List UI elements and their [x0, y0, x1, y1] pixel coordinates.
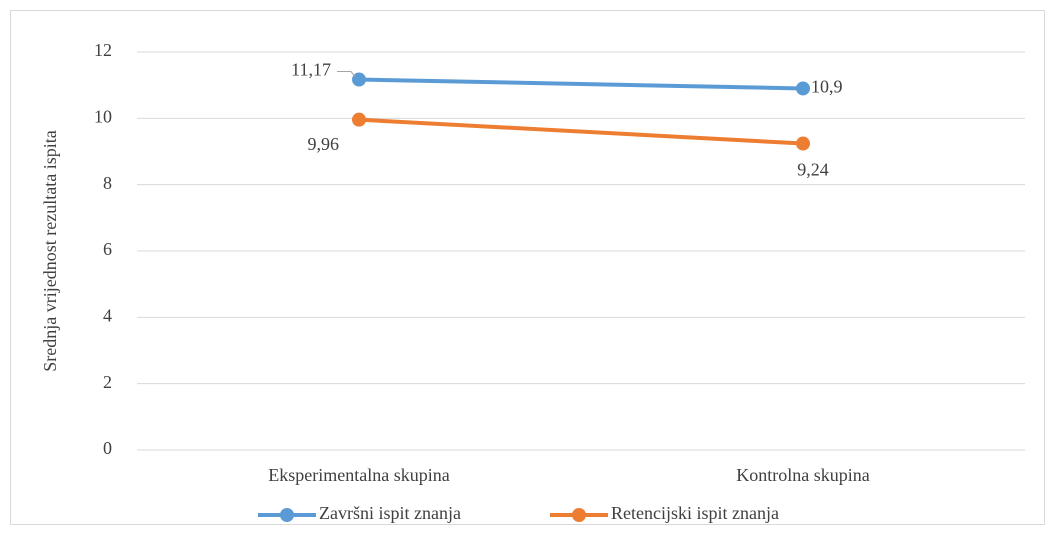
- y-tick-label: 2: [103, 372, 112, 392]
- x-tick-label: Kontrolna skupina: [736, 465, 869, 485]
- y-tick-label: 0: [103, 438, 112, 458]
- y-tick-label: 8: [103, 173, 112, 193]
- series-line: [358, 77, 804, 91]
- data-label: 10,9: [811, 77, 843, 97]
- point: [352, 72, 366, 87]
- legend-marker: [572, 508, 586, 522]
- point: [352, 112, 366, 127]
- y-tick-label: 6: [103, 239, 112, 259]
- y-tick-label: 4: [103, 305, 112, 325]
- legend-label: Završni ispit znanja: [319, 503, 461, 523]
- y-tick-label: 10: [94, 106, 112, 126]
- leader-line: [337, 71, 356, 77]
- point: [796, 81, 810, 96]
- data-label: 9,96: [308, 134, 340, 154]
- y-axis-label: Srednja vrijednost rezultata ispita: [40, 130, 60, 371]
- x-tick-label: Eksperimentalna skupina: [268, 465, 449, 485]
- data-label: 11,17: [291, 60, 331, 80]
- point: [796, 136, 810, 151]
- series-line: [358, 117, 804, 146]
- legend-label: Retencijski ispit znanja: [611, 503, 779, 523]
- legend-marker: [280, 508, 294, 522]
- y-tick-label: 12: [94, 40, 112, 60]
- chart-frame: [10, 10, 1045, 525]
- data-label: 9,24: [797, 160, 829, 180]
